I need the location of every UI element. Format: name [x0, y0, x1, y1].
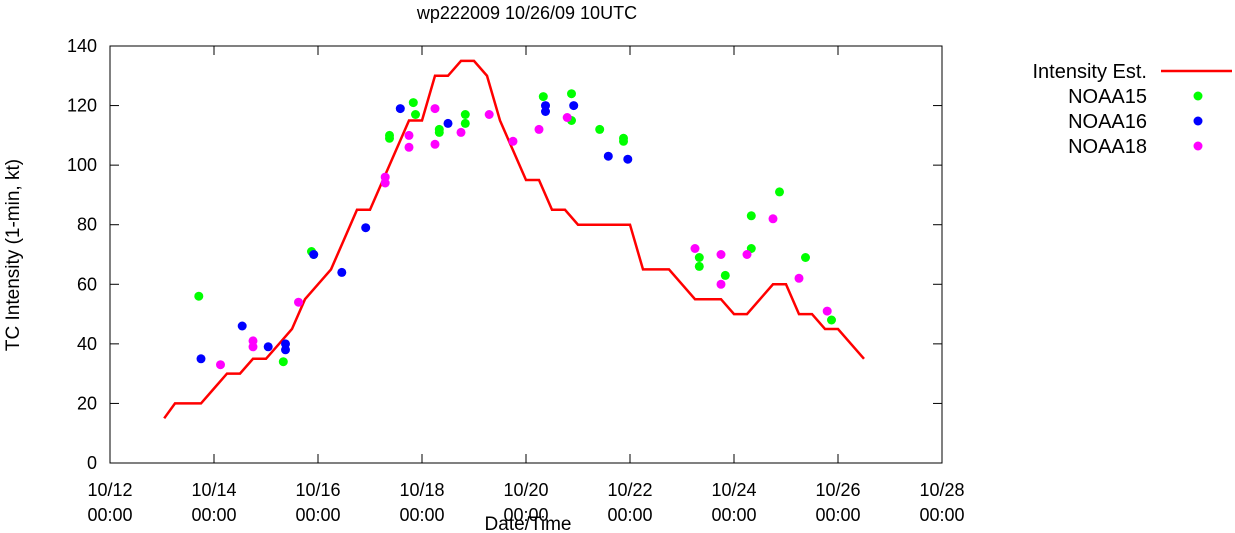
- data-point-noaa16: [196, 354, 206, 364]
- y-tick-label: 80: [77, 215, 97, 235]
- data-point-noaa15: [278, 357, 288, 367]
- data-point-noaa16: [443, 118, 453, 128]
- data-point-noaa15: [694, 261, 704, 271]
- x-tick-label: 10/22 00:00: [607, 480, 652, 525]
- data-point-noaa16: [337, 267, 347, 277]
- data-point-noaa18: [822, 306, 832, 316]
- x-tick-label: 10/14 00:00: [191, 480, 236, 525]
- data-point-noaa18: [430, 104, 440, 114]
- data-point-noaa16: [309, 250, 319, 259]
- plot-area: [163, 59, 865, 420]
- x-tick-label: 10/24 00:00: [711, 480, 756, 525]
- legend-swatch-noaa16: [1193, 116, 1203, 126]
- x-axis-label: Date/Time: [485, 514, 572, 533]
- series-intensity-est: [163, 59, 865, 420]
- data-point-noaa15: [720, 270, 730, 280]
- data-point-noaa16: [569, 101, 579, 111]
- data-point-noaa15: [595, 124, 605, 134]
- data-point-noaa18: [404, 130, 414, 140]
- chart-title: wp222009 10/26/09 10UTC: [416, 3, 637, 23]
- data-point-noaa18: [404, 142, 414, 152]
- y-tick-label: 40: [77, 334, 97, 354]
- data-point-noaa18: [484, 110, 494, 119]
- data-point-noaa16: [361, 223, 371, 233]
- data-point-noaa18: [794, 273, 804, 283]
- x-axis: 10/12 00:00 10/14 00:00 10/16 00:00 10/18 00:00…: [87, 46, 965, 525]
- x-tick-label: 10/26 00:00: [815, 480, 860, 525]
- legend-swatch-noaa18: [1193, 141, 1203, 151]
- x-tick-label: 10/18 00:00: [399, 480, 444, 525]
- data-point-noaa18: [294, 297, 303, 307]
- legend-label-noaa18: NOAA18: [1068, 136, 1147, 158]
- data-point-noaa18: [716, 250, 726, 259]
- data-point-noaa15: [411, 110, 420, 119]
- data-point-noaa15: [194, 291, 204, 301]
- y-axis: 0 20 40 60 80 100 120 140: [67, 36, 942, 473]
- y-tick-label: 20: [77, 393, 97, 413]
- data-point-noaa18: [534, 124, 544, 134]
- data-point-noaa16: [263, 342, 273, 352]
- data-point-noaa15: [746, 211, 756, 221]
- plot-frame: [109, 45, 943, 464]
- data-point-noaa16: [623, 154, 633, 164]
- data-point-noaa15: [434, 127, 444, 137]
- legend-label-noaa16: NOAA16: [1068, 111, 1147, 133]
- data-point-noaa18: [690, 244, 700, 253]
- data-point-noaa15: [775, 187, 784, 197]
- data-point-noaa18: [248, 342, 258, 352]
- data-point-noaa18: [768, 214, 778, 224]
- data-point-noaa18: [216, 360, 225, 370]
- data-point-noaa15: [801, 253, 810, 262]
- data-point-noaa18: [716, 279, 726, 289]
- data-point-noaa18: [456, 127, 466, 137]
- data-point-noaa15: [460, 118, 470, 128]
- data-point-noaa15: [385, 133, 394, 143]
- legend-swatch-noaa15: [1193, 91, 1203, 101]
- data-point-noaa18: [508, 136, 518, 146]
- x-tick-label: 10/20 00:00: [503, 480, 548, 525]
- data-point-noaa16: [281, 345, 290, 355]
- data-point-noaa16: [237, 321, 247, 331]
- data-point-noaa15: [694, 253, 704, 262]
- legend-label-noaa15: NOAA15: [1068, 86, 1147, 108]
- series-line-intensity-est: [163, 59, 865, 420]
- y-tick-label: 0: [87, 453, 97, 473]
- data-point-noaa16: [395, 104, 405, 114]
- series-noaa15: [194, 89, 836, 367]
- data-point-noaa15: [460, 110, 470, 119]
- data-point-noaa15: [619, 136, 628, 146]
- y-tick-label: 120: [67, 96, 97, 116]
- series-noaa18: [216, 104, 832, 370]
- legend: Intensity Est. NOAA15 NOAA16 NOAA18: [1033, 61, 1232, 158]
- data-point-noaa18: [430, 139, 440, 149]
- data-point-noaa15: [827, 315, 836, 325]
- x-tick-label: 10/16 00:00: [295, 480, 340, 525]
- series-noaa16: [196, 101, 633, 364]
- data-point-noaa18: [380, 178, 390, 188]
- y-tick-label: 60: [77, 274, 97, 294]
- data-point-noaa15: [408, 98, 418, 108]
- y-tick-label: 140: [67, 36, 97, 56]
- data-point-noaa18: [562, 113, 572, 122]
- data-point-noaa16: [603, 151, 613, 161]
- x-tick-label: 10/12 00:00: [87, 480, 132, 525]
- data-point-noaa16: [541, 107, 550, 116]
- data-point-noaa15: [538, 92, 548, 102]
- data-point-noaa15: [567, 89, 576, 99]
- y-tick-label: 100: [67, 155, 97, 175]
- legend-label-intensity-est: Intensity Est.: [1033, 61, 1148, 83]
- y-axis-label: TC Intensity (1-min, kt): [3, 159, 24, 351]
- data-point-noaa18: [742, 250, 752, 259]
- x-tick-label: 10/28 00:00: [919, 480, 964, 525]
